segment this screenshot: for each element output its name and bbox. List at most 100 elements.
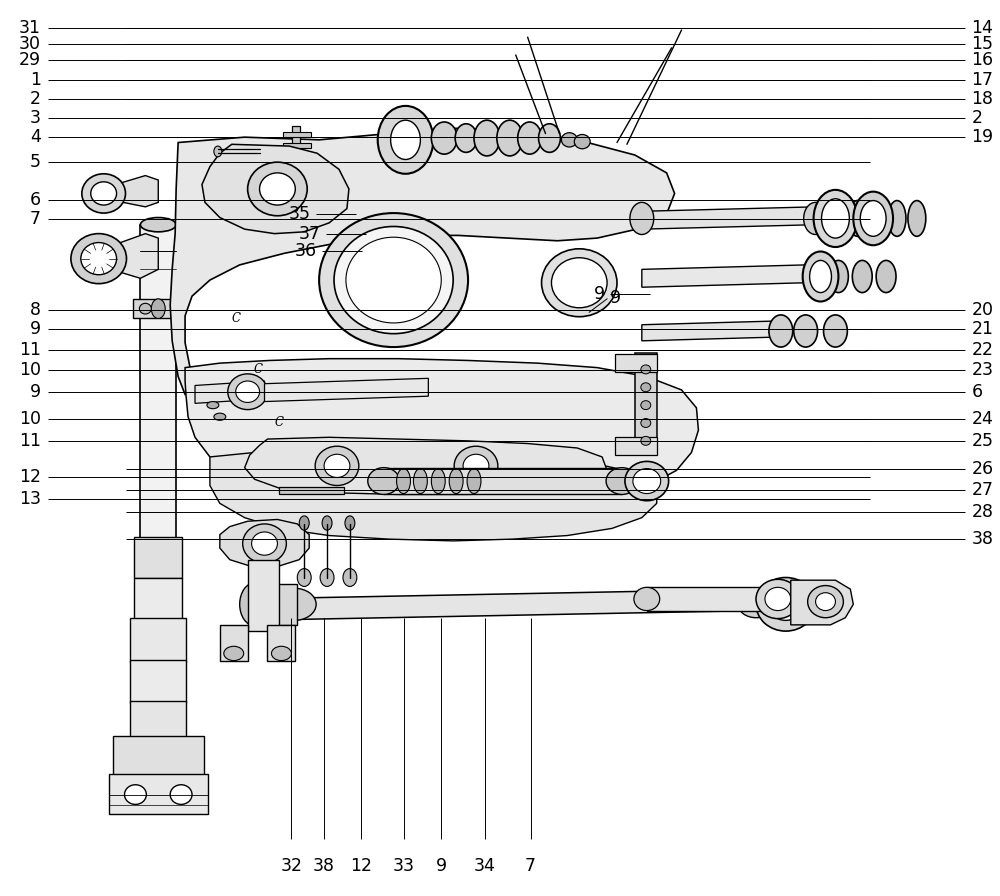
Ellipse shape <box>888 201 906 237</box>
Polygon shape <box>101 176 158 207</box>
Bar <box>292 126 300 146</box>
Ellipse shape <box>467 469 481 494</box>
Bar <box>130 701 186 738</box>
Ellipse shape <box>853 192 893 246</box>
Circle shape <box>71 234 126 284</box>
Text: 25: 25 <box>971 432 993 450</box>
Bar <box>130 659 186 702</box>
Ellipse shape <box>271 646 291 660</box>
Ellipse shape <box>806 261 826 293</box>
Circle shape <box>228 374 267 409</box>
Ellipse shape <box>413 469 427 494</box>
Ellipse shape <box>214 146 222 157</box>
Polygon shape <box>642 321 771 340</box>
Text: 32: 32 <box>280 857 302 875</box>
Circle shape <box>816 592 835 610</box>
Text: 14: 14 <box>971 19 993 38</box>
Text: 9: 9 <box>610 289 621 307</box>
Bar <box>647 588 766 610</box>
Ellipse shape <box>803 252 838 302</box>
Circle shape <box>756 580 800 618</box>
Polygon shape <box>202 144 349 234</box>
Text: 18: 18 <box>971 90 993 108</box>
Bar <box>635 353 657 450</box>
Polygon shape <box>210 448 657 541</box>
Ellipse shape <box>630 202 654 235</box>
Text: 2: 2 <box>30 90 41 108</box>
Text: 36: 36 <box>295 242 317 260</box>
Circle shape <box>551 258 607 307</box>
Text: 9: 9 <box>594 285 605 304</box>
Bar <box>279 487 344 495</box>
Ellipse shape <box>769 314 793 347</box>
Text: 34: 34 <box>474 857 496 875</box>
Ellipse shape <box>343 569 357 587</box>
Ellipse shape <box>322 516 332 530</box>
Text: 20: 20 <box>971 300 993 319</box>
Bar <box>615 437 657 455</box>
Text: 9: 9 <box>30 383 41 401</box>
Circle shape <box>260 173 295 205</box>
Circle shape <box>91 182 117 205</box>
Circle shape <box>561 133 577 147</box>
Ellipse shape <box>814 190 857 247</box>
Ellipse shape <box>804 202 828 235</box>
Circle shape <box>324 454 350 478</box>
Ellipse shape <box>140 218 176 232</box>
Text: 5: 5 <box>30 153 41 171</box>
Polygon shape <box>245 437 607 495</box>
Bar <box>283 142 311 148</box>
Ellipse shape <box>431 122 457 154</box>
Text: 10: 10 <box>19 409 41 427</box>
Ellipse shape <box>272 589 316 620</box>
Text: 13: 13 <box>19 490 41 508</box>
Bar <box>109 774 208 814</box>
Circle shape <box>170 785 192 805</box>
Text: 1: 1 <box>30 71 41 89</box>
Ellipse shape <box>151 299 165 318</box>
Circle shape <box>765 588 791 610</box>
Text: 29: 29 <box>19 51 41 69</box>
Bar <box>134 578 182 622</box>
Text: C: C <box>275 417 284 429</box>
Text: 37: 37 <box>299 225 321 243</box>
Ellipse shape <box>634 588 660 610</box>
Text: 33: 33 <box>393 857 415 875</box>
Circle shape <box>81 243 117 275</box>
Ellipse shape <box>828 201 846 237</box>
Ellipse shape <box>794 314 818 347</box>
Circle shape <box>252 532 277 556</box>
Text: 26: 26 <box>971 460 994 478</box>
Ellipse shape <box>214 413 226 420</box>
Ellipse shape <box>908 201 926 237</box>
Text: 12: 12 <box>350 857 372 875</box>
Circle shape <box>139 304 151 314</box>
Bar <box>133 299 183 318</box>
Polygon shape <box>642 265 806 288</box>
Text: C: C <box>253 363 262 376</box>
Circle shape <box>574 134 590 149</box>
Ellipse shape <box>368 468 400 495</box>
Text: 28: 28 <box>971 504 993 521</box>
Ellipse shape <box>539 124 560 152</box>
Ellipse shape <box>860 201 886 237</box>
Bar <box>134 538 182 578</box>
Ellipse shape <box>848 201 866 237</box>
Text: 8: 8 <box>30 300 41 319</box>
Ellipse shape <box>240 583 269 625</box>
Text: 6: 6 <box>30 191 41 209</box>
Ellipse shape <box>224 646 244 660</box>
Ellipse shape <box>738 591 774 617</box>
Text: 11: 11 <box>19 432 41 450</box>
Circle shape <box>808 586 843 617</box>
Ellipse shape <box>299 516 309 530</box>
Ellipse shape <box>397 469 410 494</box>
Text: 4: 4 <box>30 128 41 146</box>
Bar <box>113 736 204 779</box>
Text: 11: 11 <box>19 340 41 358</box>
Ellipse shape <box>297 569 311 587</box>
Circle shape <box>641 436 651 445</box>
Text: 23: 23 <box>971 361 993 379</box>
Text: 19: 19 <box>971 128 994 146</box>
Circle shape <box>641 418 651 427</box>
